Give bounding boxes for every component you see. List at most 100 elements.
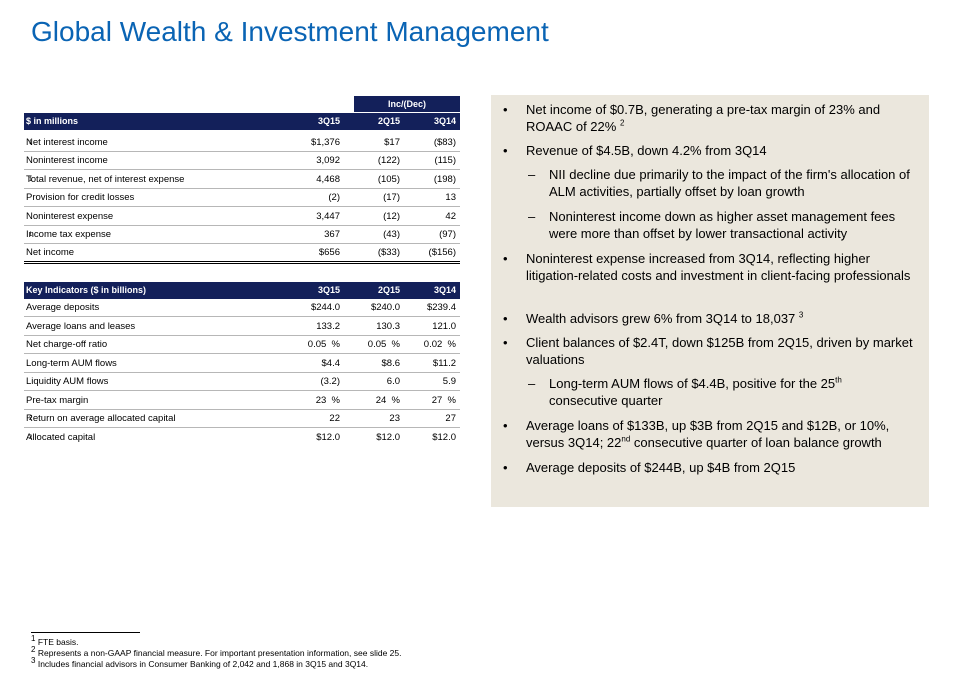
cell-value: (43)	[383, 229, 400, 240]
footnote-mark: 1	[29, 177, 33, 183]
column-header: 3Q15	[317, 116, 340, 126]
bullet-icon: •	[503, 335, 508, 350]
bullet-icon: •	[503, 418, 508, 433]
table-bottom-rule	[24, 263, 460, 264]
table-bottom-rule	[24, 261, 460, 262]
row-label: Total revenue, net of interest expense	[26, 174, 185, 185]
footnote-item: 3 Includes financial advisors in Consume…	[31, 657, 401, 670]
table-row: Average deposits $244.0 $240.0 $239.4	[24, 299, 460, 317]
footnote-mark: 2	[619, 118, 625, 128]
row-label: Income tax expense	[26, 229, 112, 240]
cell-value: 0.02 %	[423, 339, 456, 350]
cell-value: 24 %	[375, 395, 400, 406]
row-label: Allocated capital	[26, 432, 96, 443]
cell-value: 23	[389, 413, 400, 424]
row-label: Noninterest income	[26, 155, 108, 166]
cell-value: 42	[445, 211, 456, 222]
dash-icon: –	[528, 376, 536, 391]
table-header-row: $ in millions 3Q15 2Q15 3Q14	[24, 113, 460, 130]
cell-value: (198)	[433, 174, 456, 185]
row-label: Provision for credit losses	[26, 192, 135, 203]
table-row: Provision for credit losses (2) (17) 13	[24, 189, 460, 207]
column-header: 2Q15	[377, 116, 400, 126]
table-row: Net income $656 ($33) ($156)	[24, 244, 460, 262]
row-label: Average loans and leases	[26, 321, 136, 332]
cell-value: 367	[324, 229, 340, 240]
cell-value: 130.3	[376, 321, 400, 332]
cell-value: 22	[329, 413, 340, 424]
cell-value: $11.2	[432, 358, 456, 369]
table-row: Net charge-off ratio 0.05 % 0.05 % 0.02 …	[24, 336, 460, 354]
row-label: Long-term AUM flows	[26, 358, 117, 369]
row-label: Net income	[26, 247, 75, 258]
footnote-mark: 1	[29, 140, 33, 146]
bullet-text: Noninterest expense increased from 3Q14,…	[526, 251, 911, 283]
column-header: 3Q14	[433, 285, 456, 295]
cell-value: (17)	[383, 192, 400, 203]
highlights-panel: • Net income of $0.7B, generating a pre-…	[491, 95, 929, 507]
table-row: Noninterest expense 3,447 (12) 42	[24, 208, 460, 226]
bullet-text: consecutive quarter of loan balance grow…	[630, 435, 882, 450]
footnote-rule	[31, 632, 140, 633]
row-label: Return on average allocated capital	[26, 413, 176, 424]
cell-value: $8.6	[381, 358, 401, 369]
table-row: Total revenue, net of interest expense 1 …	[24, 171, 460, 189]
footnote-mark: 1	[31, 634, 36, 644]
header-label: $ in millions	[26, 116, 79, 126]
footnote-mark: 2	[29, 435, 33, 441]
cell-value: (122)	[377, 155, 400, 166]
bullet-icon: •	[503, 251, 508, 266]
bullet-text: Wealth advisors grew 6% from 3Q14 to 18,…	[526, 311, 796, 326]
bullet-text: Net income of $0.7B, generating a pre-ta…	[526, 102, 881, 134]
cell-value: $1,376	[310, 137, 340, 148]
cell-value: 3,447	[316, 211, 340, 222]
cell-value: 6.0	[386, 376, 400, 387]
bullet-text: Client balances of $2.4T, down $125B fro…	[526, 335, 913, 367]
row-label: Liquidity AUM flows	[26, 376, 109, 387]
cell-value: $240.0	[370, 302, 400, 313]
cell-value: $12.0	[316, 432, 340, 443]
column-header: 3Q15	[317, 285, 340, 295]
dash-icon: –	[528, 209, 536, 224]
table-row: Pre-tax margin 23 % 24 % 27 %	[24, 392, 460, 410]
cell-value: 4,468	[316, 174, 340, 185]
cell-value: $239.4	[426, 302, 456, 313]
bullet-text: Average deposits of $244B, up $4B from 2…	[526, 460, 796, 475]
table-row: Return on average allocated capital 2 22 …	[24, 410, 460, 428]
sub-bullet-text: Noninterest income down as higher asset …	[549, 209, 896, 241]
header-label: Key Indicators ($ in billions)	[26, 285, 147, 295]
table-row: Long-term AUM flows $4.4 $8.6 $11.2	[24, 355, 460, 373]
footnote-item: 1 FTE basis.	[31, 634, 401, 648]
footnote-mark: 1	[29, 232, 33, 238]
sub-bullet-text: Long-term AUM flows of $4.4B, positive f…	[549, 376, 836, 391]
table-row: Noninterest income 3,092 (122) (115)	[24, 152, 460, 170]
footnote-item: 2 Represents a non-GAAP financial measur…	[31, 645, 402, 659]
cell-value: $17	[384, 137, 400, 148]
row-label: Noninterest expense	[26, 211, 114, 222]
sub-bullet-text: NII decline due primarily to the impact …	[549, 167, 910, 199]
bullet-text: Average loans of $133B, up $3B from 2Q15…	[526, 418, 890, 450]
footnote-mark: 2	[31, 645, 36, 655]
footnote-text: Represents a non-GAAP financial measure.…	[37, 648, 402, 658]
bullet-icon: •	[503, 102, 508, 117]
sub-bullet-text: consecutive quarter	[549, 393, 663, 408]
cell-value: 27 %	[431, 395, 456, 406]
table-row: Average loans and leases 133.2 130.3 121…	[24, 318, 460, 336]
bullet-icon: •	[503, 143, 508, 158]
bullet-icon: •	[503, 460, 508, 475]
cell-value: 0.05 %	[367, 339, 400, 350]
cell-value: $656	[318, 247, 340, 258]
inc-dec-header: Inc/(Dec)	[354, 96, 460, 112]
cell-value: ($156)	[428, 247, 456, 258]
ordinal-suffix: nd	[621, 434, 631, 444]
page-title: Global Wealth & Investment Management	[31, 16, 549, 47]
cell-value: 121.0	[432, 321, 456, 332]
cell-value: $244.0	[310, 302, 340, 313]
footnote-text: Includes financial advisors in Consumer …	[37, 659, 369, 669]
footnote-mark: 3	[798, 310, 804, 320]
cell-value: 13	[445, 192, 456, 203]
cell-value: (12)	[383, 211, 400, 222]
cell-value: 0.05 %	[307, 339, 340, 350]
cell-value: $4.4	[321, 358, 341, 369]
dash-icon: –	[528, 167, 536, 182]
